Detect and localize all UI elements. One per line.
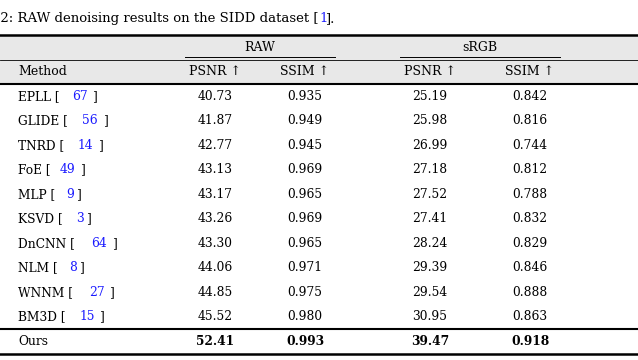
Text: Table 2: RAW denoising results on the SIDD dataset [: Table 2: RAW denoising results on the SI…: [0, 12, 319, 25]
Text: 0.969: 0.969: [287, 212, 323, 225]
Text: 0.788: 0.788: [512, 188, 547, 201]
Text: DnCNN [: DnCNN [: [18, 237, 75, 250]
Text: 27.41: 27.41: [412, 212, 448, 225]
Text: 28.24: 28.24: [412, 237, 448, 250]
Text: 41.87: 41.87: [197, 114, 233, 127]
Text: 0.744: 0.744: [512, 139, 547, 152]
Text: ]: ]: [92, 90, 96, 103]
Bar: [0, 35, 638, 84]
Text: PSNR ↑: PSNR ↑: [189, 65, 241, 78]
Text: RAW: RAW: [244, 41, 276, 54]
Text: ]: ]: [98, 139, 103, 152]
Text: 27.52: 27.52: [412, 188, 448, 201]
Text: ]: ]: [103, 114, 107, 127]
Text: 0.842: 0.842: [512, 90, 547, 103]
Text: 43.30: 43.30: [198, 237, 232, 250]
Text: 0.975: 0.975: [288, 286, 322, 299]
Text: ]: ]: [85, 212, 91, 225]
Text: 44.85: 44.85: [197, 286, 233, 299]
Text: BM3D [: BM3D [: [18, 310, 66, 323]
Text: 29.39: 29.39: [412, 261, 448, 274]
Text: 0.832: 0.832: [512, 212, 547, 225]
Text: 0.945: 0.945: [288, 139, 323, 152]
Text: ]: ]: [76, 188, 81, 201]
Text: 14: 14: [78, 139, 93, 152]
Text: 0.812: 0.812: [512, 163, 547, 176]
Text: 27.18: 27.18: [412, 163, 448, 176]
Text: FoE [: FoE [: [18, 163, 50, 176]
Text: 8: 8: [70, 261, 77, 274]
Text: ]: ]: [80, 261, 84, 274]
Text: Ours: Ours: [18, 335, 48, 348]
Text: 49: 49: [60, 163, 76, 176]
Text: 29.54: 29.54: [412, 286, 448, 299]
Text: WNNM [: WNNM [: [18, 286, 73, 299]
Text: 30.95: 30.95: [413, 310, 447, 323]
Text: 43.17: 43.17: [198, 188, 232, 201]
Text: 0.993: 0.993: [286, 335, 324, 348]
Text: 67: 67: [71, 90, 87, 103]
Text: 45.52: 45.52: [197, 310, 233, 323]
Text: 0.829: 0.829: [512, 237, 547, 250]
Text: 56: 56: [82, 114, 98, 127]
Text: 44.06: 44.06: [197, 261, 233, 274]
Text: PSNR ↑: PSNR ↑: [404, 65, 456, 78]
Text: 0.863: 0.863: [512, 310, 547, 323]
Text: 43.13: 43.13: [198, 163, 232, 176]
Text: 0.846: 0.846: [512, 261, 547, 274]
Text: 39.47: 39.47: [411, 335, 449, 348]
Text: TNRD [: TNRD [: [18, 139, 64, 152]
Text: 0.935: 0.935: [288, 90, 322, 103]
Text: ]: ]: [100, 310, 104, 323]
Text: 25.98: 25.98: [412, 114, 448, 127]
Text: GLIDE [: GLIDE [: [18, 114, 68, 127]
Text: 26.99: 26.99: [412, 139, 448, 152]
Text: 15: 15: [80, 310, 95, 323]
Text: 0.971: 0.971: [288, 261, 322, 274]
Text: SSIM ↑: SSIM ↑: [505, 65, 554, 78]
Text: 25.19: 25.19: [412, 90, 448, 103]
Text: 0.816: 0.816: [512, 114, 547, 127]
Text: 64: 64: [91, 237, 107, 250]
Text: Method: Method: [18, 65, 67, 78]
Text: 42.77: 42.77: [197, 139, 233, 152]
Text: 43.26: 43.26: [197, 212, 233, 225]
Text: 9: 9: [66, 188, 74, 201]
Text: 0.888: 0.888: [512, 286, 547, 299]
Text: NLM [: NLM [: [18, 261, 58, 274]
Text: 0.949: 0.949: [287, 114, 323, 127]
Text: 0.918: 0.918: [511, 335, 549, 348]
Text: 3: 3: [76, 212, 84, 225]
Text: 1: 1: [319, 12, 327, 25]
Text: 0.965: 0.965: [288, 188, 323, 201]
Text: SSIM ↑: SSIM ↑: [281, 65, 330, 78]
Text: MLP [: MLP [: [18, 188, 56, 201]
Text: ]: ]: [109, 286, 114, 299]
Text: 0.969: 0.969: [287, 163, 323, 176]
Text: KSVD [: KSVD [: [18, 212, 63, 225]
Text: 0.965: 0.965: [288, 237, 323, 250]
Text: 40.73: 40.73: [198, 90, 232, 103]
Text: 52.41: 52.41: [196, 335, 234, 348]
Text: ]: ]: [112, 237, 117, 250]
Text: ].: ].: [325, 12, 334, 25]
Text: 27: 27: [89, 286, 105, 299]
Text: EPLL [: EPLL [: [18, 90, 59, 103]
Text: sRGB: sRGB: [463, 41, 498, 54]
Text: ]: ]: [80, 163, 85, 176]
Text: 0.980: 0.980: [288, 310, 323, 323]
